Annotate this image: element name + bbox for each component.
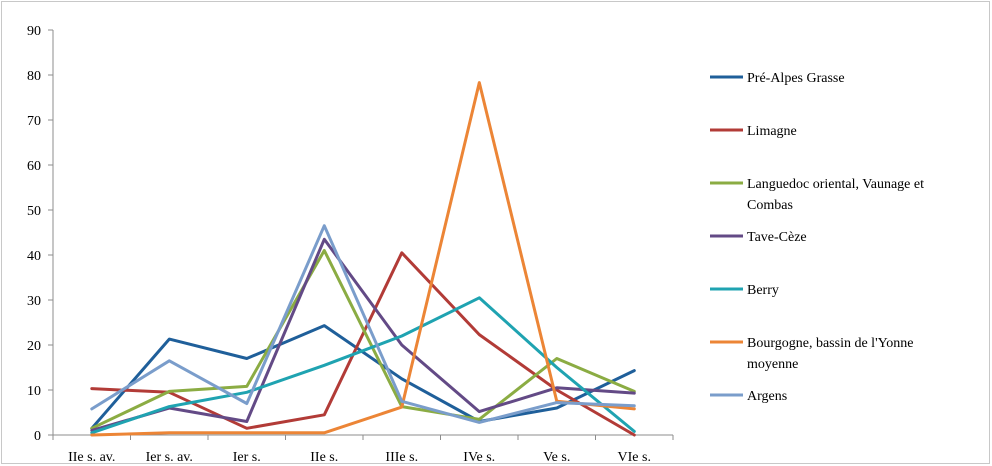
y-tick-label: 30 (27, 294, 41, 309)
series-line-3 (90, 237, 636, 432)
x-tick-label: IVe s. (463, 450, 495, 465)
legend-label: Pré-Alpes Grasse (747, 71, 845, 86)
x-tick-label: Ier s. (233, 450, 261, 465)
legend-label: Berry (747, 283, 779, 298)
x-tick-label: Ier s. av. (146, 450, 193, 465)
legend-label: Bourgogne, bassin de l'Yonne moyenne (747, 336, 914, 372)
x-tick-label: IIIe s. (385, 450, 418, 465)
x-tick-label: VIe s. (618, 450, 651, 465)
legend-label: Tave-Cèze (747, 230, 807, 245)
series-line-0 (90, 324, 636, 430)
y-tick-label: 90 (27, 24, 41, 39)
axes: 0 10 20 30 40 50 60 70 80 90 IIe s. av. Ier s. av. I… (27, 24, 674, 465)
legend-label: Languedoc oriental, Vaunage et Combas (747, 177, 924, 213)
y-tick-label: 80 (27, 69, 41, 84)
y-tick-label: 60 (27, 159, 41, 174)
series-line-4 (90, 296, 636, 435)
y-tick-label: 40 (27, 249, 41, 264)
series-line-1 (90, 251, 636, 437)
y-tick-label: 50 (27, 204, 41, 219)
x-tick-label: IIe s. av. (68, 450, 115, 465)
series-lines (90, 81, 636, 437)
x-tick-label: IIe s. (310, 450, 338, 465)
legend: Pré-Alpes Grasse Limagne Languedoc orienta… (710, 71, 924, 404)
legend-label: Argens (747, 389, 787, 404)
x-tick-label: Ve s. (543, 450, 570, 465)
y-tick-label: 0 (34, 429, 41, 444)
series-line-5 (90, 81, 636, 437)
y-tick-label: 20 (27, 339, 41, 354)
legend-label: Limagne (747, 124, 797, 139)
series-line-6 (90, 224, 636, 424)
y-tick-label: 70 (27, 114, 41, 129)
series-line-2 (90, 249, 636, 430)
y-tick-label: 10 (27, 384, 41, 399)
